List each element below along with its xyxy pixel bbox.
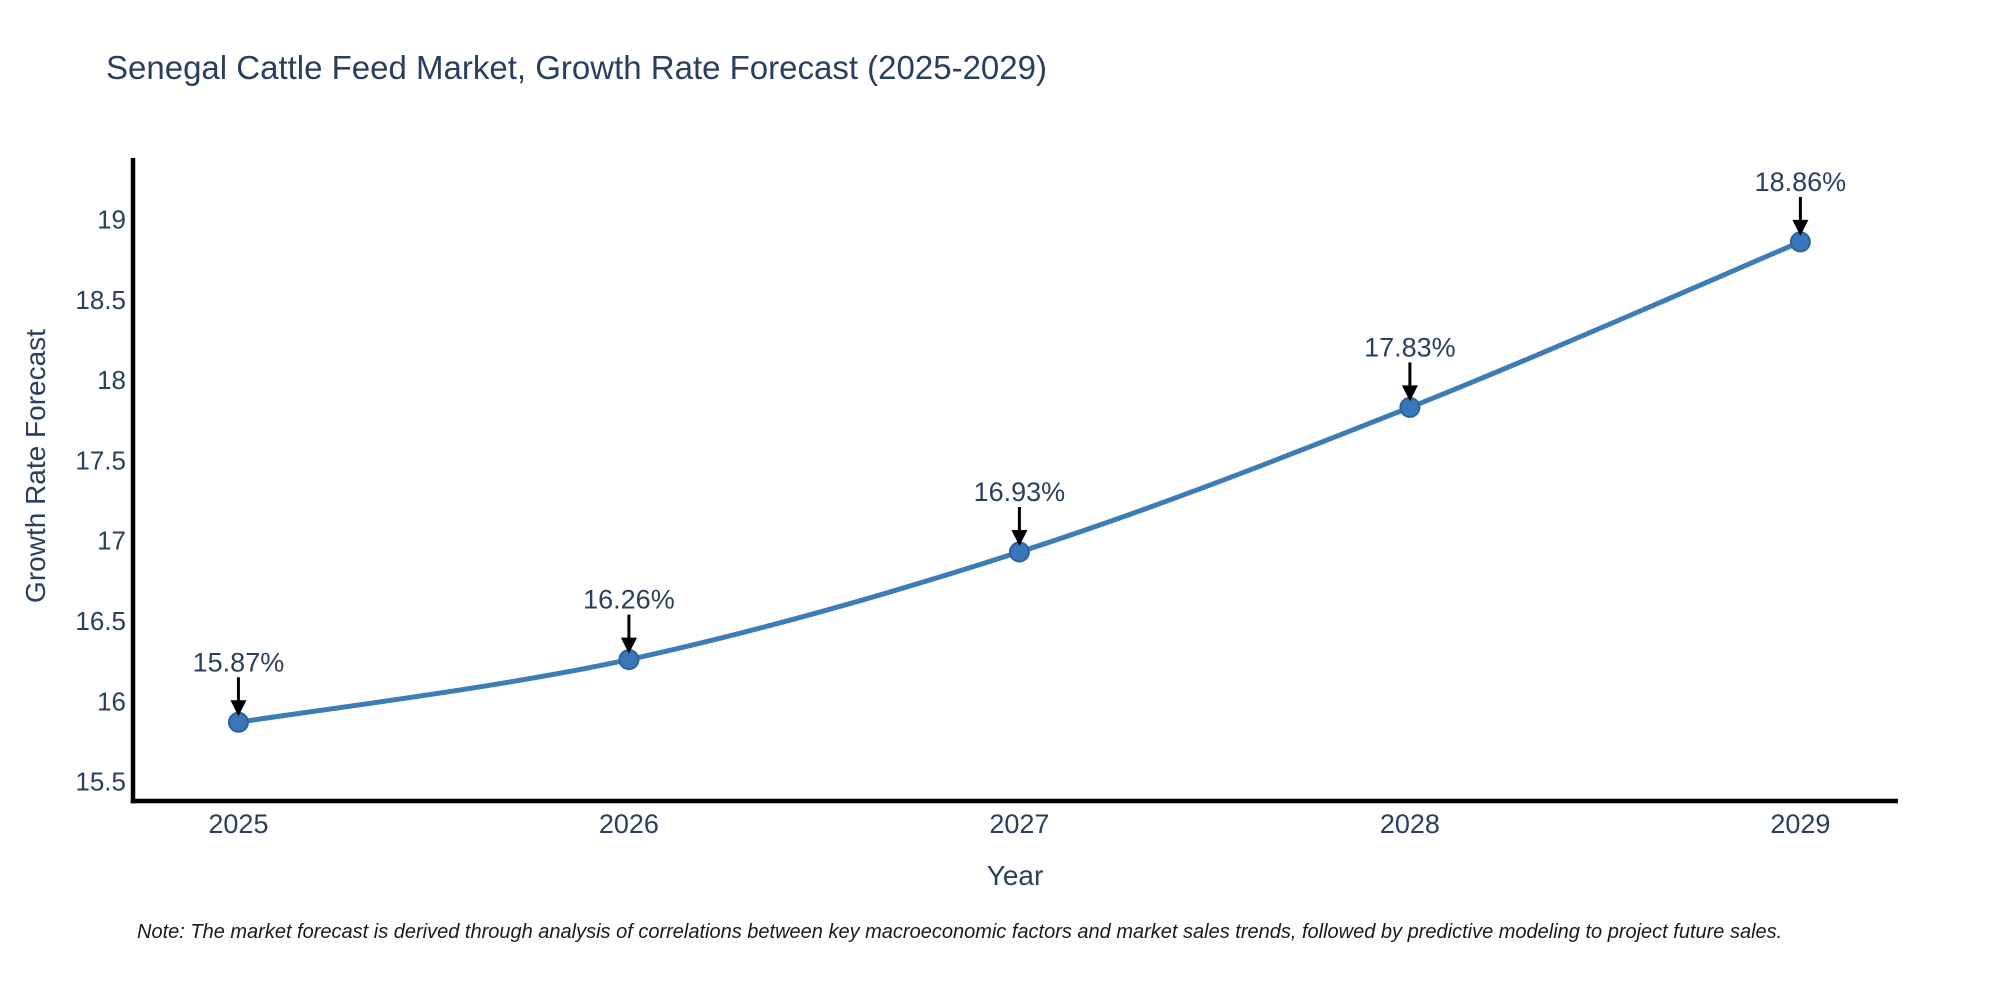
y-tick-label: 17.5	[75, 445, 126, 475]
x-tick-label: 2029	[1770, 809, 1830, 839]
x-tick-label: 2028	[1380, 809, 1440, 839]
chart-title: Senegal Cattle Feed Market, Growth Rate …	[106, 49, 1047, 86]
footnote: Note: The market forecast is derived thr…	[137, 921, 1783, 943]
x-tick-label: 2027	[989, 809, 1049, 839]
y-tick-label: 17	[97, 526, 126, 556]
y-tick-label: 15.5	[75, 767, 126, 797]
annotation-arrowhead-icon	[620, 637, 637, 654]
y-tick-label: 16.5	[75, 606, 126, 636]
x-tick-label: 2026	[599, 809, 659, 839]
annotation-arrowhead-icon	[1401, 385, 1418, 402]
point-annotation-label: 15.87%	[193, 647, 285, 677]
y-tick-label: 19	[97, 204, 126, 234]
y-tick-label: 16	[97, 686, 126, 716]
point-annotation-label: 17.83%	[1364, 332, 1456, 362]
point-annotation-label: 16.93%	[974, 477, 1066, 507]
annotation-arrowhead-icon	[1792, 219, 1809, 236]
y-tick-label: 18	[97, 365, 126, 395]
x-axis-title: Year	[986, 860, 1044, 891]
point-annotation-label: 16.26%	[583, 585, 675, 615]
y-tick-label: 18.5	[75, 285, 126, 315]
annotation-arrowhead-icon	[1011, 529, 1028, 546]
x-tick-label: 2025	[208, 809, 268, 839]
point-annotation-label: 18.86%	[1755, 167, 1847, 197]
annotation-arrowhead-icon	[230, 700, 247, 717]
